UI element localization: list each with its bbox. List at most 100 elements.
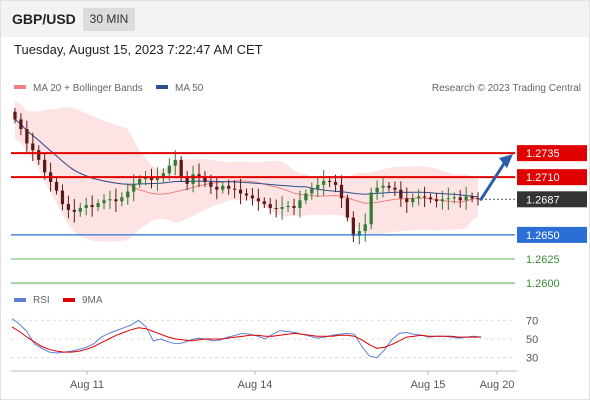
candle-body (381, 185, 385, 188)
candle (428, 193, 433, 204)
candle (250, 188, 255, 206)
candle (446, 187, 450, 211)
candle (161, 168, 166, 184)
candle-body (280, 206, 284, 209)
candle-body (345, 198, 350, 218)
candle-body (440, 199, 445, 202)
candle-body (90, 205, 94, 207)
ma9-legend-label: 9MA (82, 295, 103, 306)
projection-arrowhead (499, 154, 513, 169)
candle-body (274, 207, 278, 209)
candle-body (470, 196, 474, 199)
last-price-label-box (517, 191, 587, 208)
candle (351, 211, 355, 243)
projection-arrow-shaft (479, 160, 507, 201)
candle-body (19, 119, 23, 130)
candle-body (316, 184, 320, 189)
candle (280, 196, 284, 220)
candle-body (120, 197, 124, 202)
candle-body (357, 231, 361, 236)
candle-body (221, 185, 225, 190)
candle (411, 193, 415, 208)
candle (126, 184, 130, 205)
candle (274, 199, 278, 218)
price-panel: 1.2735 1.2710 1.2687 1.2650 1.2625 1.2600 (11, 100, 587, 290)
candle-body (250, 195, 255, 199)
candle-body (54, 181, 59, 191)
candle-body (417, 196, 421, 199)
candle-body (369, 192, 373, 225)
candle (292, 198, 296, 216)
bollinger-band (15, 100, 478, 242)
candle (149, 168, 154, 189)
candle-body (268, 204, 272, 208)
candle (375, 180, 379, 200)
candle (464, 186, 468, 210)
candle (227, 179, 231, 195)
candle-body (102, 200, 106, 204)
candle-body (399, 189, 403, 199)
candle-body (393, 187, 397, 190)
candle (102, 194, 106, 210)
candle-body (96, 203, 100, 207)
candle-body (333, 181, 338, 185)
rsi-panel: 70 50 30 (11, 315, 538, 365)
candle-body (126, 191, 130, 198)
candle (369, 187, 373, 230)
timeframe-badge[interactable]: 30 MIN (83, 8, 135, 31)
candle-body (108, 199, 112, 201)
candle-body (31, 143, 35, 151)
candle (132, 174, 136, 202)
candle-body (149, 177, 154, 181)
candle-body (179, 159, 183, 178)
candle (238, 178, 243, 205)
candle (262, 197, 266, 208)
candle (286, 201, 290, 212)
candle-body (286, 206, 290, 208)
candle-body (339, 184, 344, 199)
candle (221, 181, 225, 194)
candle-body (167, 165, 171, 174)
copyright-text: Research © 2023 Trading Central (432, 83, 581, 94)
rsi-tick-label: 70 (526, 315, 538, 327)
candle (417, 189, 421, 206)
x-tick-label: Aug 20 (480, 379, 515, 391)
candle-body (304, 193, 308, 201)
candle (185, 171, 189, 191)
rsi-tick-label: 50 (526, 334, 538, 346)
candle-body (132, 183, 136, 192)
rsi-legend-label: RSI (33, 295, 50, 306)
candle (422, 186, 427, 207)
candle (90, 195, 94, 217)
support-label: 1.2650 (526, 230, 560, 242)
candle-body (209, 181, 213, 187)
candle-body (322, 181, 326, 185)
candle-body (310, 188, 314, 194)
candle-body (422, 196, 427, 198)
candle-body (72, 209, 76, 212)
rsi-ma9-line (11, 326, 481, 353)
candle (203, 171, 207, 187)
candle-body (238, 189, 243, 194)
candle-body (114, 199, 118, 202)
candle-body (203, 176, 207, 182)
candle (363, 213, 367, 242)
candle (173, 150, 177, 176)
candle (19, 113, 23, 136)
candle (298, 190, 302, 218)
candle-body (43, 159, 47, 173)
candle (25, 120, 29, 152)
rsi-legend-swatch (14, 298, 26, 302)
candle (345, 194, 350, 222)
candle (357, 222, 361, 245)
candle (268, 197, 272, 215)
candle-body (13, 111, 17, 120)
last-price-label: 1.2687 (526, 194, 560, 206)
ma20-legend-swatch (14, 85, 26, 89)
ma50-legend-swatch (156, 85, 168, 89)
candle (440, 190, 445, 210)
candle-body (155, 178, 160, 181)
candle-body (375, 187, 379, 193)
candle-body (292, 206, 296, 208)
candle-body (173, 159, 177, 166)
